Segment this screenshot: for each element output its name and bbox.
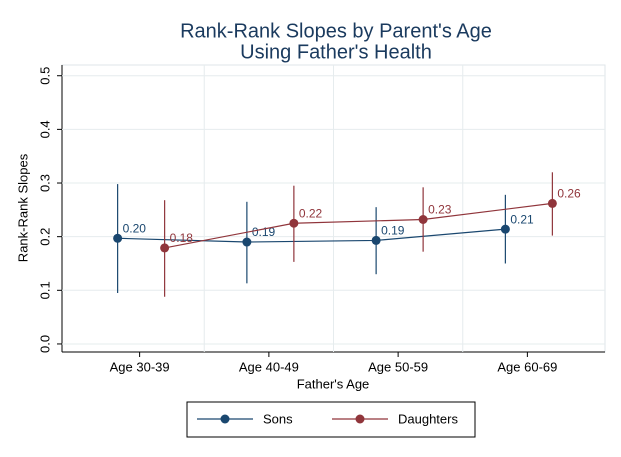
series-line [164,202,553,249]
value-label: 0.21 [510,212,534,226]
value-label: 0.19 [381,224,405,238]
point [113,233,123,243]
point [242,237,252,247]
legend-label: Sons [263,411,293,426]
y-tick-label: 0.5 [37,67,52,85]
x-tick-label: Age 50-59 [368,359,428,374]
y-tick-label: 0.4 [37,120,52,138]
point [160,243,170,253]
value-label: 0.22 [299,206,323,220]
value-label: 0.20 [123,221,147,235]
x-tick-label: Age 60-69 [497,359,557,374]
value-label: 0.26 [557,187,581,201]
y-axis-label: Rank-Rank Slopes [15,153,30,262]
x-tick-label: Age 40-49 [239,359,299,374]
value-label: 0.19 [252,225,276,239]
y-tick-label: 0.2 [37,228,52,246]
y-tick-label: 0.0 [37,335,52,353]
point [500,224,510,234]
point [418,214,428,224]
value-label: 0.18 [170,231,194,245]
series-line [117,228,506,243]
point [289,218,299,228]
point [547,198,557,208]
value-label: 0.23 [428,203,452,217]
y-tick-label: 0.1 [37,281,52,299]
y-tick-label: 0.3 [37,174,52,192]
x-tick-label: Age 30-39 [110,359,170,374]
chart-title: Rank-Rank Slopes by Parent's Age [180,20,492,42]
legend-marker [355,414,365,424]
chart-subtitle: Using Father's Health [240,41,432,63]
legend-label: Daughters [398,411,458,426]
point [371,235,381,245]
legend-marker [220,414,230,424]
x-axis-label: Father's Age [297,376,370,391]
